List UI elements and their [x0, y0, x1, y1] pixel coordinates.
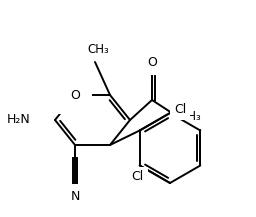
Text: Cl: Cl: [174, 104, 186, 117]
Text: Cl: Cl: [132, 171, 144, 184]
Text: O: O: [70, 89, 80, 102]
Text: H₂N: H₂N: [6, 113, 30, 127]
Text: O: O: [147, 56, 157, 69]
Text: CH₃: CH₃: [87, 43, 109, 56]
Text: CH₃: CH₃: [179, 110, 201, 123]
Text: N: N: [70, 190, 80, 203]
